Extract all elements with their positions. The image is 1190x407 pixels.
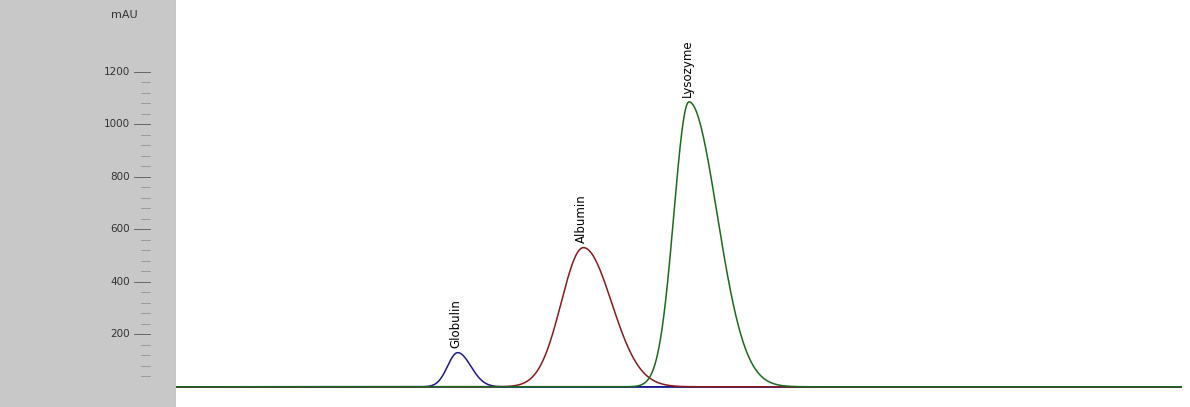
Text: 800: 800 — [111, 172, 131, 182]
Text: 600: 600 — [111, 224, 131, 234]
Text: 200: 200 — [111, 329, 131, 339]
Text: Lysozyme: Lysozyme — [681, 39, 694, 97]
Text: 1200: 1200 — [104, 67, 131, 77]
Text: Albumin: Albumin — [575, 194, 588, 243]
Text: 400: 400 — [111, 277, 131, 287]
Text: mAU: mAU — [111, 10, 137, 20]
Text: Globulin: Globulin — [449, 299, 462, 348]
Text: 1000: 1000 — [105, 119, 131, 129]
